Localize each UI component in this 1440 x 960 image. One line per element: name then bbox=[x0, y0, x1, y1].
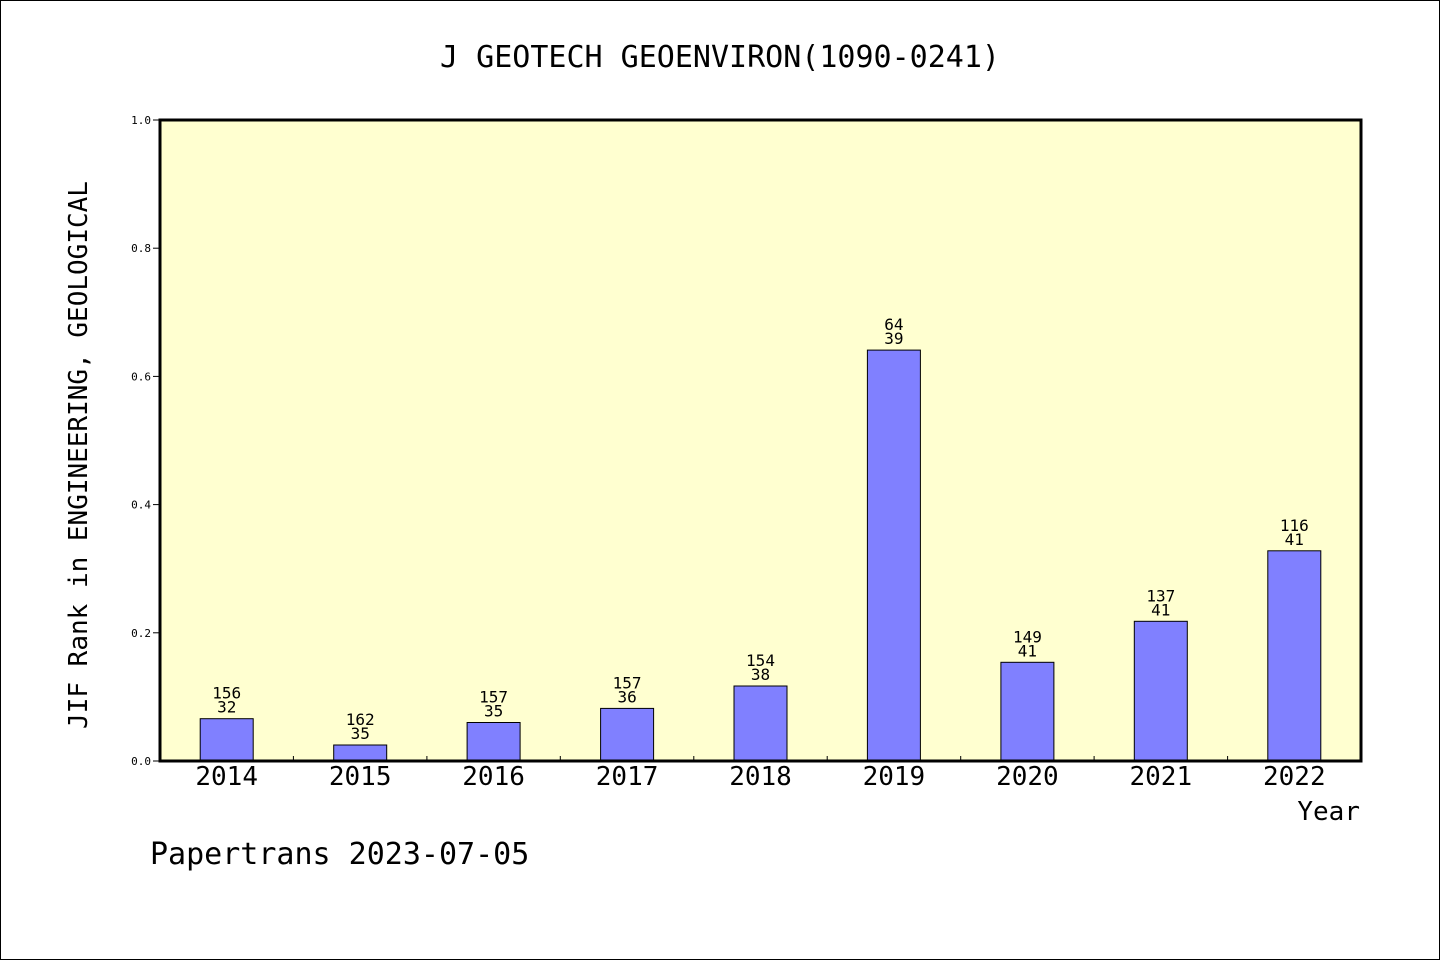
bar-total-label: 41 bbox=[1018, 641, 1037, 660]
bar-total-label: 36 bbox=[617, 687, 636, 706]
bar-2014 bbox=[199, 718, 254, 762]
x-tick-label: 2017 bbox=[596, 762, 659, 792]
bar-2017 bbox=[600, 707, 655, 762]
x-tick-label: 2018 bbox=[729, 762, 792, 792]
y-tick-label: 0.6 bbox=[131, 370, 151, 383]
bar-total-label: 35 bbox=[351, 724, 370, 743]
x-tick-label: 2022 bbox=[1263, 762, 1326, 792]
bar-rank-label: 162 bbox=[346, 710, 375, 729]
plot-frame bbox=[158, 118, 1363, 763]
x-axis-title: Year bbox=[1297, 797, 1360, 827]
y-tick-label: 0.4 bbox=[131, 499, 151, 512]
chart-title: J GEOTECH GEOENVIRON(1090-0241) bbox=[440, 40, 1000, 75]
footer-text: Papertrans 2023-07-05 bbox=[150, 837, 529, 872]
bars-group: 1563216235157351573615438643914941137411… bbox=[199, 315, 1322, 762]
bar-total-label: 32 bbox=[217, 698, 236, 717]
bar-rank-label: 116 bbox=[1280, 516, 1309, 535]
x-tick-label: 2016 bbox=[462, 762, 525, 792]
bar-rank-label: 157 bbox=[479, 688, 508, 707]
y-tick-label: 1.0 bbox=[131, 114, 151, 127]
bar-rank-label: 149 bbox=[1013, 627, 1042, 646]
bar-rank-label: 137 bbox=[1146, 586, 1175, 605]
y-axis-ticks: 0.0 0.2 0.4 0.6 0.8 1.0 bbox=[131, 114, 160, 768]
bar-2015 bbox=[333, 744, 388, 762]
x-tick-label: 2014 bbox=[195, 762, 258, 792]
bar-rank-label: 157 bbox=[613, 673, 642, 692]
bar-total-label: 39 bbox=[884, 329, 903, 348]
x-tick-label: 2015 bbox=[329, 762, 392, 792]
bar-total-label: 35 bbox=[484, 702, 503, 721]
x-tick-label: 2021 bbox=[1129, 762, 1192, 792]
x-tick-label: 2019 bbox=[863, 762, 926, 792]
bar-total-label: 41 bbox=[1151, 600, 1170, 619]
x-tick-label: 2020 bbox=[996, 762, 1059, 792]
bar-2021 bbox=[1133, 620, 1188, 762]
y-tick-label: 0.2 bbox=[131, 627, 151, 640]
y-tick-label: 0.0 bbox=[131, 755, 151, 768]
bar-total-label: 41 bbox=[1285, 530, 1304, 549]
y-axis-title: JIF Rank in ENGINEERING, GEOLOGICAL bbox=[64, 181, 94, 729]
bar-2018 bbox=[733, 685, 788, 762]
bar-2022 bbox=[1267, 550, 1322, 762]
x-axis-ticks: 2014 2015 2016 2017 2018 2019 2020 2021 2022 bbox=[195, 756, 1326, 792]
bar-total-label: 38 bbox=[751, 665, 770, 684]
bar-rank-label: 156 bbox=[212, 684, 241, 703]
bar-2020 bbox=[1000, 661, 1055, 762]
y-tick-label: 0.8 bbox=[131, 242, 151, 255]
bar-rank-label: 154 bbox=[746, 651, 775, 670]
bar-2016 bbox=[466, 722, 521, 762]
bar-2019 bbox=[866, 349, 921, 762]
bar-rank-label: 64 bbox=[884, 315, 903, 334]
